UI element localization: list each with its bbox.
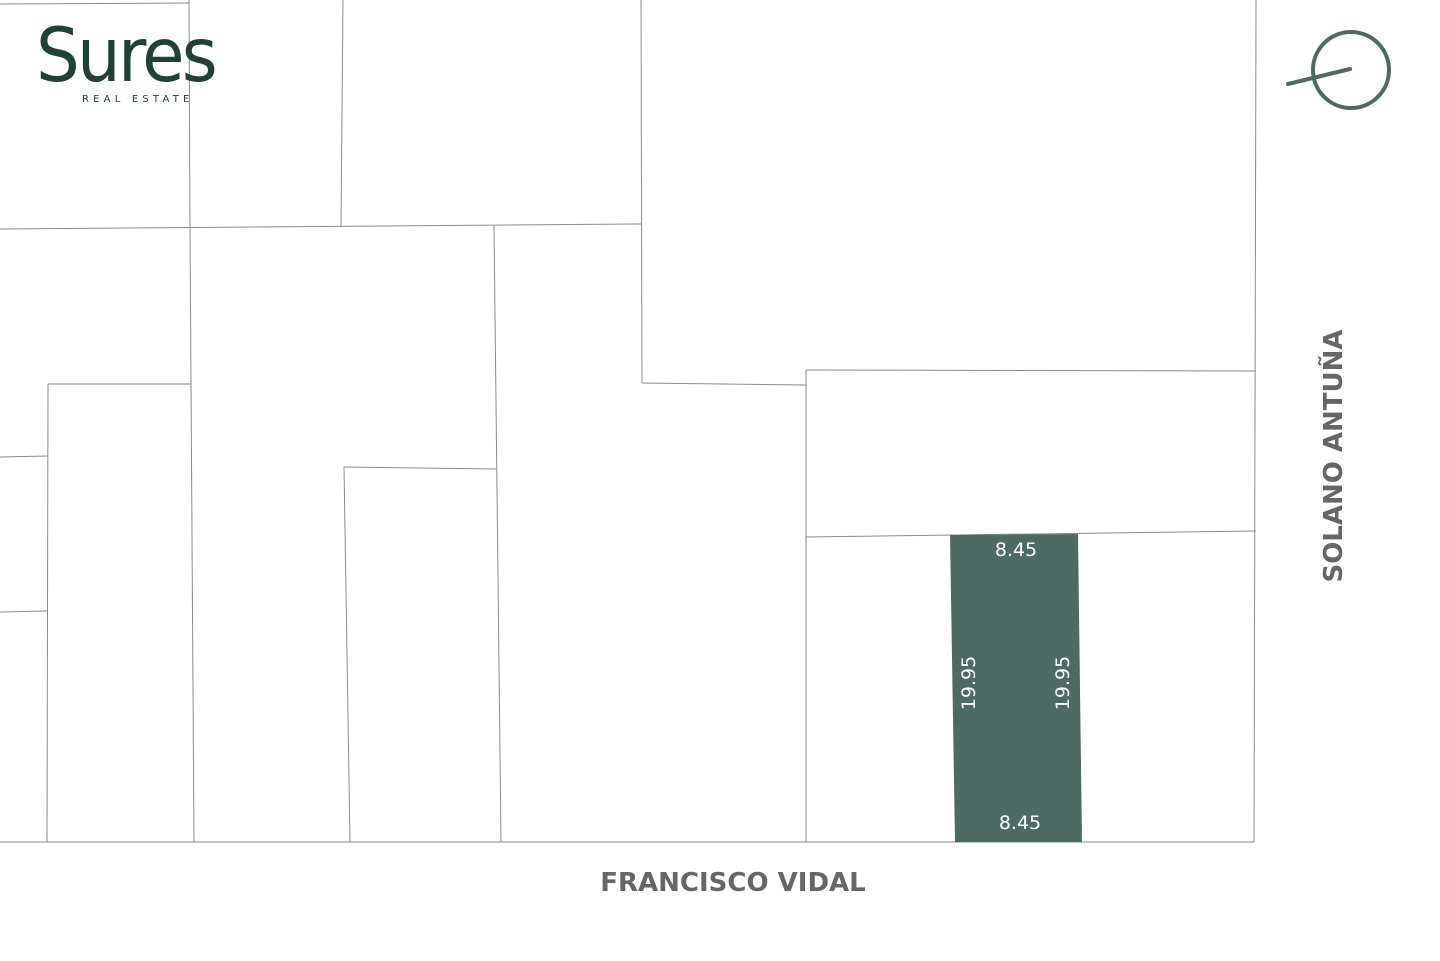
lot-dimension-left: 19.95 xyxy=(958,656,980,710)
parcel-line xyxy=(189,227,195,843)
parcel-line xyxy=(0,223,642,230)
parcel-line xyxy=(493,225,502,843)
lot-dimension-top: 8.45 xyxy=(995,539,1037,561)
parcel-line xyxy=(640,0,643,384)
parcel-line xyxy=(0,455,49,458)
brand-name: Sures xyxy=(36,11,218,99)
parcel-line xyxy=(340,0,344,228)
frame-right xyxy=(1253,0,1257,843)
block-outlines xyxy=(0,0,1257,843)
parcel-line xyxy=(805,530,1257,538)
parcel-line xyxy=(46,383,49,843)
parcel-line xyxy=(343,466,351,843)
brand-subtitle: REAL ESTATE xyxy=(82,94,194,105)
parcel-line xyxy=(0,610,48,613)
highlighted-lot[interactable] xyxy=(950,534,1082,842)
lot-dimension-right: 19.95 xyxy=(1052,656,1074,710)
lot-dimension-bottom: 8.45 xyxy=(999,812,1041,834)
street-label-right: SOLANO ANTUÑA xyxy=(1317,329,1349,582)
brand-logo: Sures REAL ESTATE xyxy=(36,14,266,114)
parcel-line xyxy=(805,369,1257,372)
north-arrow-icon xyxy=(1286,30,1391,110)
parcel-line xyxy=(641,382,807,386)
parcel-line xyxy=(0,2,190,5)
parcel-line xyxy=(188,0,191,229)
parcel-line xyxy=(343,466,497,470)
street-label-bottom: FRANCISCO VIDAL xyxy=(600,868,865,898)
